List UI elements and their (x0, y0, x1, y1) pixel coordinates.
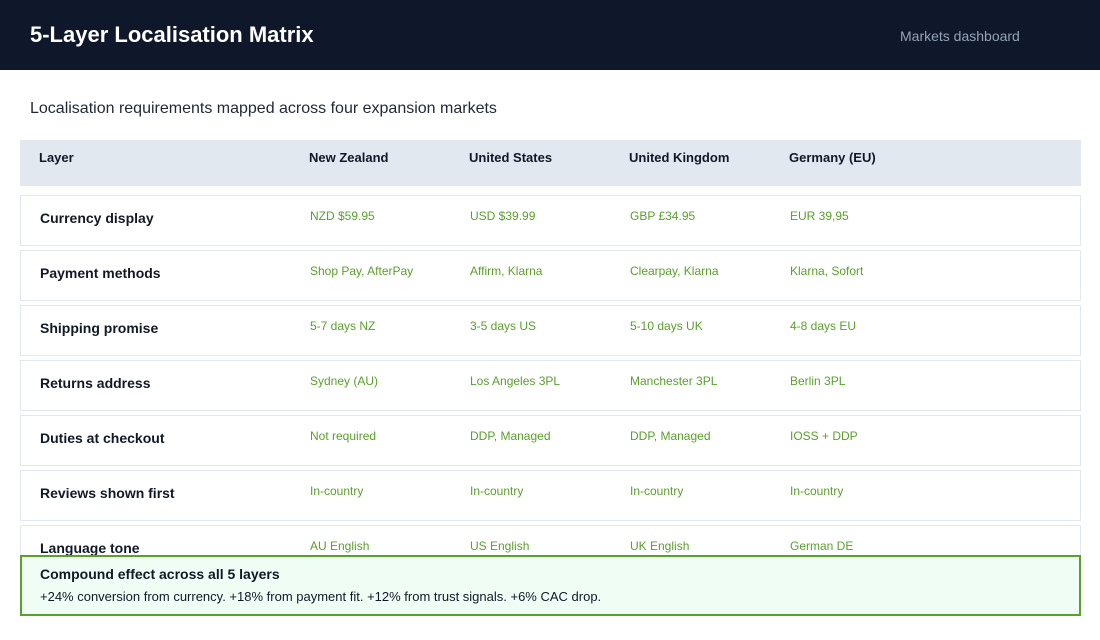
table-row-reviews-shown-first: Reviews shown first In-country In-countr… (20, 470, 1081, 521)
table-row-payment-methods: Payment methods Shop Pay, AfterPay Affir… (20, 250, 1081, 301)
value-united-states: Los Angeles 3PL (470, 374, 561, 388)
layer-name: Reviews shown first (40, 485, 175, 501)
value-new-zealand: Shop Pay, AfterPay (310, 264, 414, 278)
layer-name: Duties at checkout (40, 430, 165, 446)
value-new-zealand: 5-7 days NZ (310, 319, 376, 333)
page-title: 5-Layer Localisation Matrix (30, 22, 314, 47)
column-header-united-kingdom: United Kingdom (629, 150, 730, 165)
column-header-united-states: United States (469, 150, 553, 165)
layer-name: Payment methods (40, 265, 161, 281)
value-united-kingdom: DDP, Managed (630, 429, 711, 443)
value-new-zealand: Sydney (AU) (310, 374, 379, 388)
value-united-kingdom: Manchester 3PL (630, 374, 718, 388)
table-header-row: Layer New Zealand United States United K… (20, 140, 1081, 186)
value-united-states: USD $39.99 (470, 209, 536, 223)
table-row-returns-address: Returns address Sydney (AU) Los Angeles … (20, 360, 1081, 411)
value-united-states: DDP, Managed (470, 429, 551, 443)
top-bar: 5-Layer Localisation Matrix Markets dash… (0, 0, 1100, 70)
value-united-kingdom: GBP £34.95 (630, 209, 696, 223)
value-germany: IOSS + DDP (790, 429, 858, 443)
column-header-layer: Layer (39, 150, 74, 165)
value-new-zealand: AU English (310, 539, 370, 553)
value-new-zealand: Not required (310, 429, 377, 443)
column-header-germany: Germany (EU) (789, 150, 876, 165)
layer-name: Currency display (40, 210, 154, 226)
table-row-shipping-promise: Shipping promise 5-7 days NZ 3-5 days US… (20, 305, 1081, 356)
compound-effect-callout: Compound effect across all 5 layers +24%… (20, 555, 1081, 616)
value-united-kingdom: UK English (630, 539, 690, 553)
layer-name: Returns address (40, 375, 151, 391)
value-germany: German DE (790, 539, 854, 553)
value-germany: In-country (790, 484, 844, 498)
value-new-zealand: NZD $59.95 (310, 209, 375, 223)
value-united-states: US English (470, 539, 530, 553)
value-united-kingdom: 5-10 days UK (630, 319, 703, 333)
callout-text: +24% conversion from currency. +18% from… (40, 589, 602, 604)
value-germany: EUR 39,95 (790, 209, 849, 223)
table-row-currency-display: Currency display NZD $59.95 USD $39.99 G… (20, 195, 1081, 246)
layer-name: Language tone (40, 540, 140, 556)
value-germany: Klarna, Sofort (790, 264, 864, 278)
page-subtitle: Localisation requirements mapped across … (30, 100, 497, 117)
value-germany: Berlin 3PL (790, 374, 846, 388)
table-row-duties-at-checkout: Duties at checkout Not required DDP, Man… (20, 415, 1081, 466)
value-united-kingdom: Clearpay, Klarna (630, 264, 719, 278)
value-united-states: Affirm, Klarna (470, 264, 543, 278)
value-new-zealand: In-country (310, 484, 364, 498)
markets-dashboard-link[interactable]: Markets dashboard (900, 28, 1020, 44)
value-united-states: In-country (470, 484, 524, 498)
layer-name: Shipping promise (40, 320, 159, 336)
value-germany: 4-8 days EU (790, 319, 857, 333)
column-header-new-zealand: New Zealand (309, 150, 389, 165)
value-united-kingdom: In-country (630, 484, 684, 498)
value-united-states: 3-5 days US (470, 319, 537, 333)
callout-title: Compound effect across all 5 layers (40, 566, 280, 582)
